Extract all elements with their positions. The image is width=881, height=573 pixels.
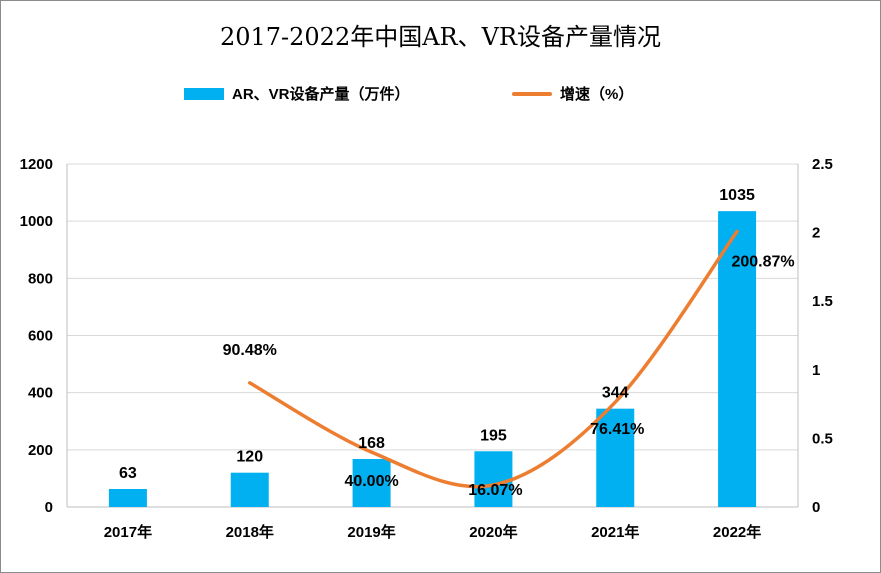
bar-data-label: 1035	[719, 187, 755, 204]
y-left-tick-label: 1200	[20, 156, 53, 173]
legend-label-output: AR、VR设备产量（万件）	[232, 86, 410, 103]
legend-item-output: AR、VR设备产量（万件）	[184, 83, 410, 104]
y-right-tick-label: 2	[812, 225, 820, 242]
bar	[474, 451, 513, 507]
y-left-tick-label: 0	[45, 499, 53, 516]
y-right-tick-label: 0.5	[812, 430, 833, 447]
y-left-tick-label: 800	[28, 270, 53, 287]
y-left-tick-label: 400	[28, 385, 53, 402]
growth-line	[248, 229, 739, 489]
line-data-label: 16.07%	[468, 482, 522, 499]
x-tick-label: 2021年	[591, 523, 639, 541]
y-left-tick-label: 1000	[20, 213, 53, 230]
bar-data-label: 344	[602, 385, 629, 402]
x-tick-label: 2022年	[713, 523, 761, 541]
bar-data-label: 195	[480, 427, 507, 444]
bar	[352, 458, 391, 507]
x-tick-label: 2020年	[469, 523, 517, 541]
y-right-tick-label: 2.5	[812, 156, 833, 173]
chart-legend: AR、VR设备产量（万件） 增速（%）	[1, 83, 880, 107]
bar-data-label: 168	[358, 435, 385, 452]
y-right-tick-label: 0	[812, 499, 820, 516]
y-right-tick-label: 1	[812, 362, 820, 379]
bar	[718, 211, 757, 507]
line-data-label: 90.48%	[223, 342, 277, 359]
bar	[230, 472, 269, 507]
chart-title: 2017-2022年中国AR、VR设备产量情况	[219, 23, 662, 51]
x-tick-label: 2018年	[226, 523, 274, 541]
x-tick-label: 2019年	[347, 523, 395, 541]
legend-label-growth: 增速（%）	[560, 86, 634, 103]
y-left-tick-label: 200	[28, 442, 53, 459]
bar	[596, 408, 635, 507]
bar	[108, 488, 147, 507]
bar-data-label: 120	[236, 449, 263, 466]
legend-line-swatch	[512, 91, 552, 96]
line-data-label: 40.00%	[344, 473, 398, 490]
legend-item-growth: 增速（%）	[512, 83, 633, 104]
legend-bar-swatch	[184, 87, 224, 100]
line-data-label: 200.87%	[731, 253, 794, 270]
bar-data-label: 63	[119, 465, 137, 482]
y-left-tick-label: 600	[28, 328, 53, 345]
y-right-tick-label: 1.5	[812, 293, 833, 310]
line-data-label: 76.41%	[590, 421, 644, 438]
x-tick-label: 2017年	[104, 523, 152, 541]
